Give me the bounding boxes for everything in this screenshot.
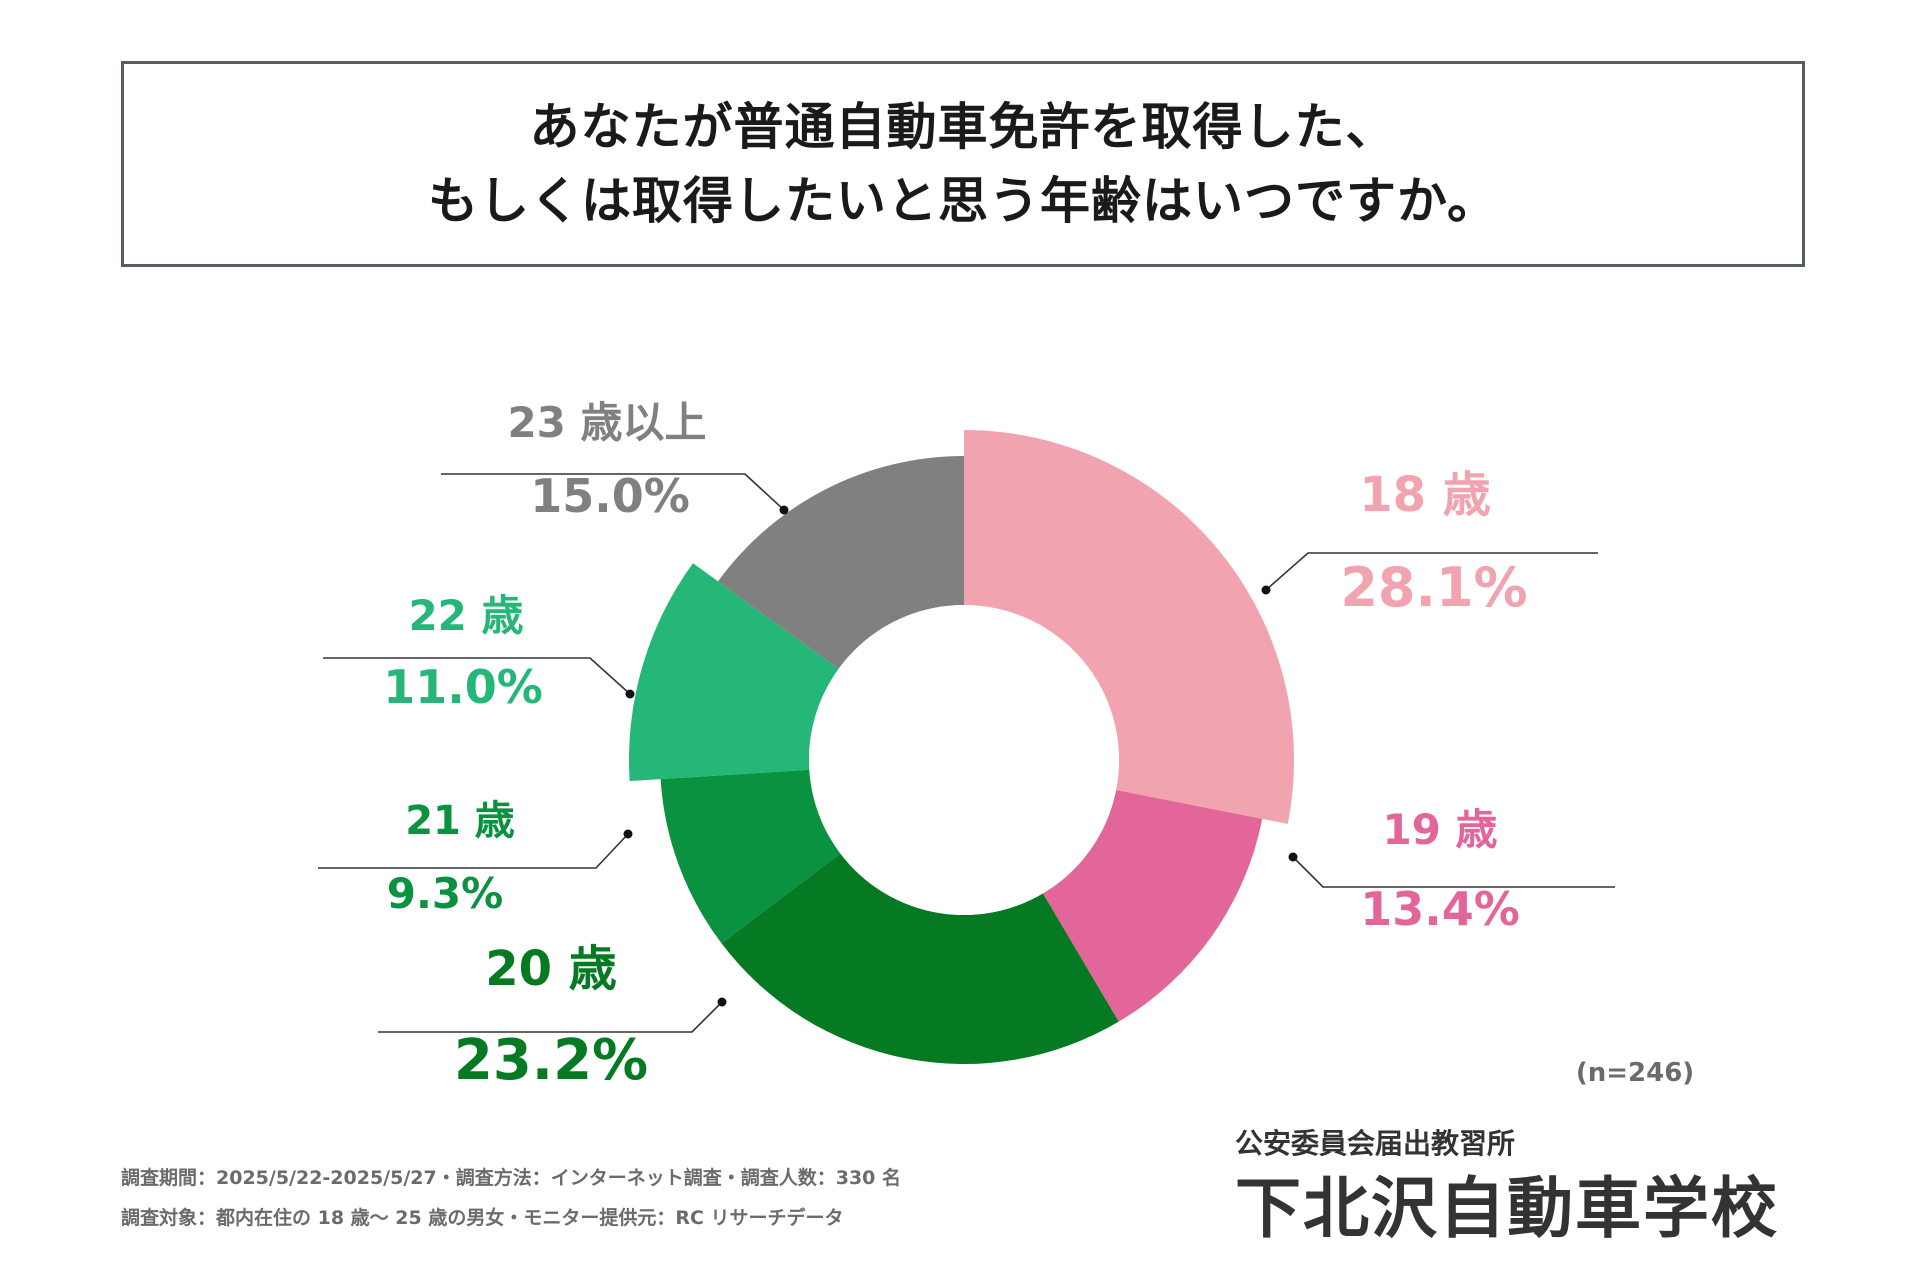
slice-19	[1042, 790, 1263, 1022]
leader-line-21	[318, 833, 629, 869]
slice-23-plus	[718, 456, 964, 669]
leader-dot-21	[623, 829, 633, 839]
slice-22	[629, 563, 839, 782]
survey-target-note: 調査対象：都内在住の 18 歳～ 25 歳の男女・モニター提供元：RC リサーチ…	[121, 1207, 844, 1229]
brand-logo-text: 下北沢自動車学校	[1235, 1170, 1779, 1247]
leader-dot-23-plus	[779, 505, 789, 515]
leader-dot-18	[1261, 585, 1271, 595]
value-label-21: 9.3%	[387, 869, 503, 918]
category-label-22: 22 歳	[408, 591, 523, 640]
slice-21	[660, 769, 841, 944]
leader-line-23-plus	[441, 473, 785, 511]
leader-dot-22	[625, 689, 635, 699]
category-label-19: 19 歳	[1382, 805, 1497, 854]
value-label-18: 28.1%	[1340, 556, 1527, 619]
leader-line-18	[1265, 552, 1598, 591]
leader-line-19	[1292, 856, 1615, 888]
leader-dot-20	[717, 997, 727, 1007]
sample-size: (n=246)	[1575, 1058, 1695, 1088]
donut-hole	[809, 605, 1119, 915]
chart-title-line-1: あなたが普通自動車免許を取得した、	[529, 98, 1397, 156]
slice-18	[964, 430, 1294, 824]
chart-title-line-2: もしくは取得したいと思う年齢はいつですか。	[428, 172, 1498, 230]
leader-line-20	[378, 1001, 723, 1033]
category-label-18: 18 歳	[1359, 467, 1491, 523]
slice-20	[721, 853, 1119, 1064]
value-label-22: 11.0%	[383, 660, 543, 714]
brand-subtitle: 公安委員会届出教習所	[1235, 1127, 1516, 1160]
value-label-20: 23.2%	[454, 1028, 648, 1093]
value-label-19: 13.4%	[1360, 882, 1520, 936]
category-label-23-plus: 23 歳以上	[507, 398, 706, 447]
category-label-20: 20 歳	[485, 941, 617, 997]
leader-dot-19	[1288, 852, 1298, 862]
category-label-21: 21 歳	[405, 798, 515, 844]
survey-period-note: 調査期間：2025/5/22-2025/5/27・調査方法：インターネット調査・…	[121, 1167, 902, 1189]
value-label-23-plus: 15.0%	[530, 469, 690, 523]
title-box: あなたが普通自動車免許を取得した、 もしくは取得したいと思う年齢はいつですか。	[121, 61, 1805, 267]
leader-line-22	[323, 657, 631, 695]
